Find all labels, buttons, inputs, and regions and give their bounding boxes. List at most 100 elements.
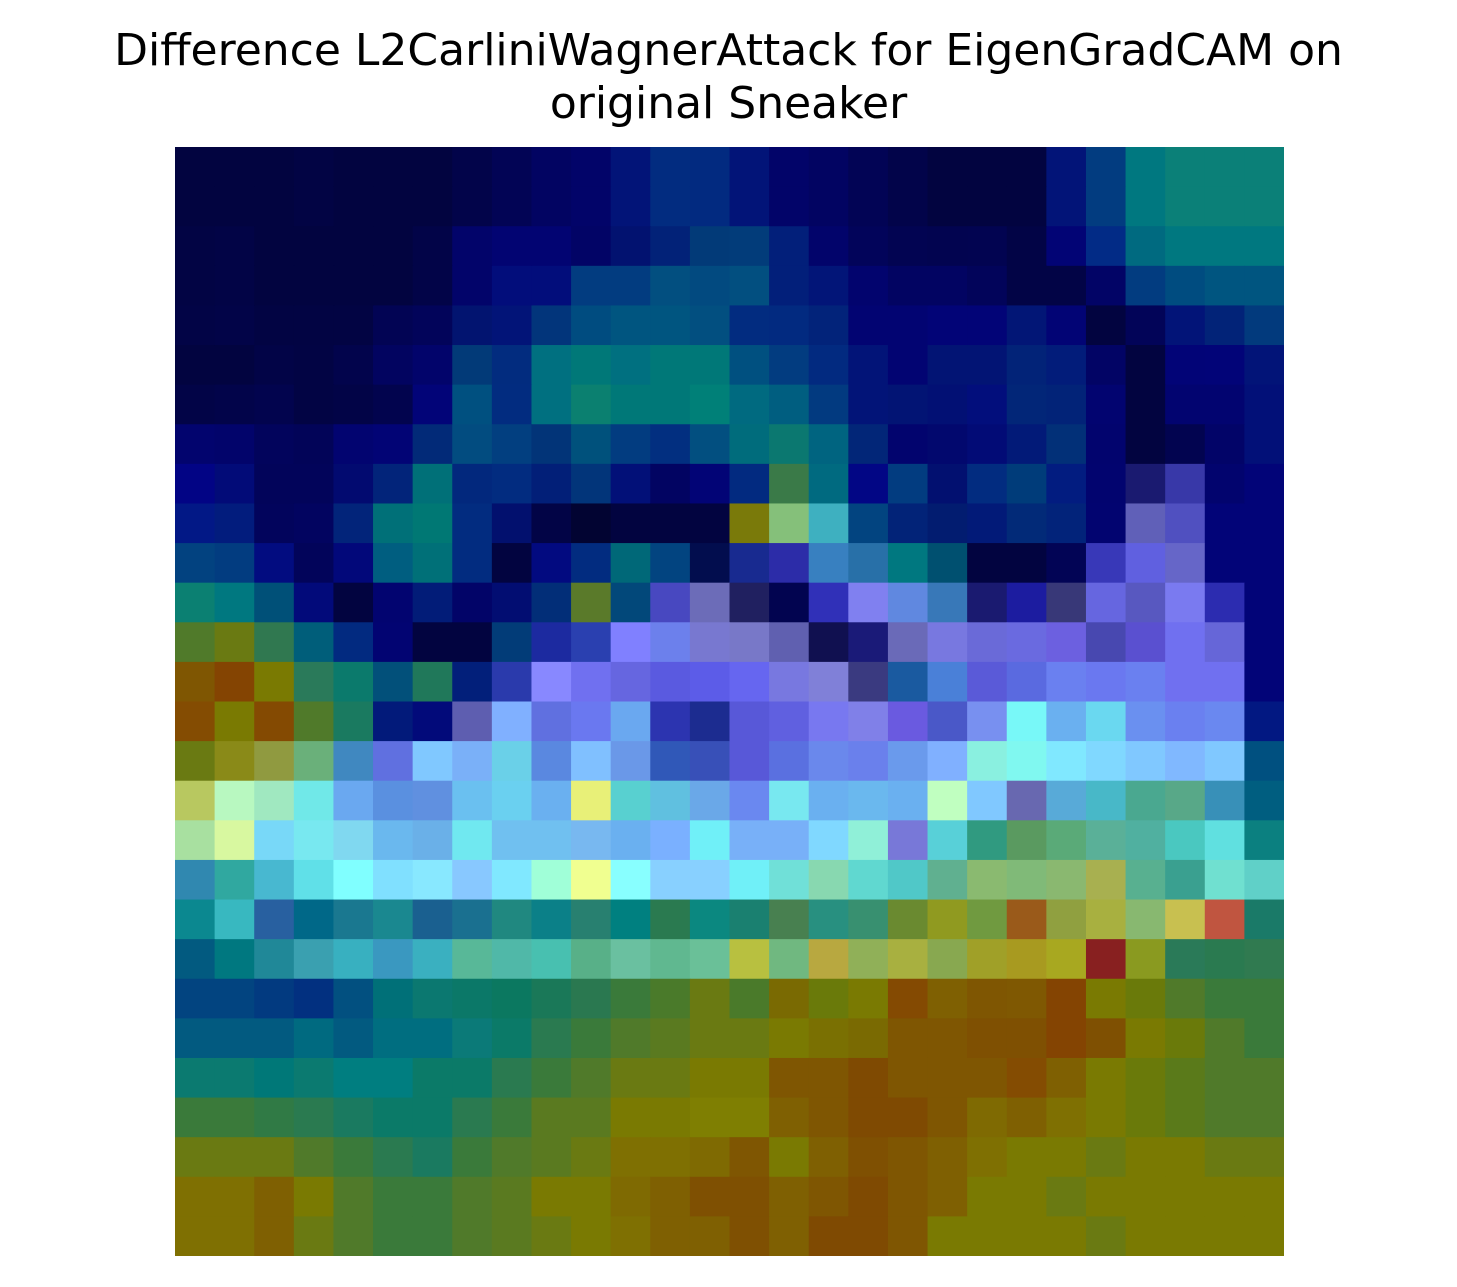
heatmap-cell-r23-c10 <box>571 1057 612 1099</box>
heatmap-cell-r20-c0 <box>175 939 216 980</box>
heatmap-cell-r21-c4 <box>333 978 374 1019</box>
heatmap-cell-r7-c8 <box>491 424 533 465</box>
heatmap-cell-r2-c9 <box>531 226 572 267</box>
heatmap-cell-r25-c25 <box>1165 1137 1206 1178</box>
heatmap-cell-r2-c1 <box>214 226 255 267</box>
heatmap-cell-r2-c19 <box>927 226 968 267</box>
heatmap-cell-r4-c14 <box>729 305 770 346</box>
heatmap-cell-r15-c23 <box>1085 741 1127 782</box>
heatmap-cell-r16-c27 <box>1244 780 1284 821</box>
heatmap-cell-r22-c22 <box>1046 1018 1087 1059</box>
heatmap-cell-r4-c10 <box>571 305 612 346</box>
heatmap-cell-r22-c20 <box>967 1018 1008 1059</box>
heatmap-cell-r14-c9 <box>531 701 572 742</box>
heatmap-cell-r7-c11 <box>610 424 651 465</box>
heatmap-cell-r23-c4 <box>333 1057 374 1099</box>
heatmap-cell-r27-c21 <box>1006 1216 1047 1256</box>
heatmap-cell-r21-c9 <box>531 978 572 1019</box>
heatmap-cell-r13-c19 <box>927 661 968 703</box>
heatmap-cell-r1-c5 <box>373 186 414 227</box>
heatmap-cell-r13-c20 <box>967 661 1008 703</box>
heatmap-cell-r2-c18 <box>887 226 929 267</box>
heatmap-cell-r3-c17 <box>848 265 889 307</box>
heatmap-cell-r24-c20 <box>967 1097 1008 1138</box>
heatmap-cell-r20-c10 <box>571 939 612 980</box>
heatmap-cell-r20-c14 <box>729 939 770 980</box>
heatmap-cell-r11-c22 <box>1046 582 1087 623</box>
heatmap-cell-r27-c7 <box>452 1216 493 1256</box>
heatmap-cell-r9-c16 <box>808 503 849 544</box>
heatmap-cell-r4-c24 <box>1125 305 1166 346</box>
heatmap-cell-r19-c6 <box>412 899 453 940</box>
heatmap-cell-r26-c7 <box>452 1176 493 1217</box>
heatmap-cell-r21-c10 <box>571 978 612 1019</box>
heatmap-cell-r11-c18 <box>887 582 929 623</box>
heatmap-cell-r20-c9 <box>531 939 572 980</box>
heatmap-cell-r16-c18 <box>887 780 929 821</box>
heatmap-cell-r27-c24 <box>1125 1216 1166 1256</box>
heatmap-cell-r23-c5 <box>373 1057 414 1099</box>
heatmap-cell-r20-c15 <box>769 939 810 980</box>
heatmap-cell-r5-c27 <box>1244 345 1284 386</box>
heatmap-cell-r19-c10 <box>571 899 612 940</box>
heatmap-cell-r11-c20 <box>967 582 1008 623</box>
heatmap-cell-r7-c14 <box>729 424 770 465</box>
heatmap-cell-r10-c3 <box>293 543 335 584</box>
heatmap-cell-r14-c26 <box>1204 701 1245 742</box>
heatmap-cell-r0-c9 <box>531 147 572 188</box>
heatmap-cell-r9-c9 <box>531 503 572 544</box>
heatmap-cell-r23-c20 <box>967 1057 1008 1099</box>
heatmap-cell-r5-c6 <box>412 345 453 386</box>
heatmap-cell-r4-c22 <box>1046 305 1087 346</box>
heatmap-cell-r18-c18 <box>887 859 929 901</box>
heatmap-cell-r23-c7 <box>452 1057 493 1099</box>
heatmap-cell-r26-c4 <box>333 1176 374 1217</box>
heatmap-cell-r20-c13 <box>689 939 731 980</box>
heatmap-cell-r11-c3 <box>293 582 335 623</box>
heatmap-cell-r18-c2 <box>254 859 295 901</box>
heatmap-cell-r16-c23 <box>1085 780 1127 821</box>
heatmap-cell-r16-c8 <box>491 780 533 821</box>
heatmap-cell-r23-c9 <box>531 1057 572 1099</box>
heatmap-cell-r10-c17 <box>848 543 889 584</box>
heatmap-cell-r25-c4 <box>333 1137 374 1178</box>
heatmap-cell-r18-c19 <box>927 859 968 901</box>
heatmap-cell-r23-c11 <box>610 1057 651 1099</box>
heatmap-cell-r9-c5 <box>373 503 414 544</box>
heatmap-cell-r24-c16 <box>808 1097 849 1138</box>
heatmap-cell-r4-c9 <box>531 305 572 346</box>
heatmap-cell-r27-c11 <box>610 1216 651 1256</box>
heatmap-cell-r18-c9 <box>531 859 572 901</box>
heatmap-cell-r22-c27 <box>1244 1018 1284 1059</box>
heatmap-cell-r17-c14 <box>729 820 770 861</box>
heatmap-cell-r8-c2 <box>254 463 295 505</box>
heatmap-cell-r12-c11 <box>610 622 651 663</box>
heatmap-cell-r22-c3 <box>293 1018 335 1059</box>
heatmap-cell-r1-c2 <box>254 186 295 227</box>
heatmap-cell-r11-c13 <box>689 582 731 623</box>
heatmap-cell-r15-c24 <box>1125 741 1166 782</box>
heatmap-cell-r0-c14 <box>729 147 770 188</box>
heatmap-cell-r9-c23 <box>1085 503 1127 544</box>
heatmap-cell-r5-c15 <box>769 345 810 386</box>
heatmap-cell-r20-c8 <box>491 939 533 980</box>
heatmap-cell-r0-c0 <box>175 147 216 188</box>
heatmap-cell-r2-c14 <box>729 226 770 267</box>
heatmap-cell-r6-c7 <box>452 384 493 425</box>
heatmap-cell-r15-c21 <box>1006 741 1047 782</box>
heatmap-cell-r13-c4 <box>333 661 374 703</box>
heatmap-cell-r21-c18 <box>887 978 929 1019</box>
heatmap-cell-r23-c16 <box>808 1057 849 1099</box>
heatmap-cell-r23-c3 <box>293 1057 335 1099</box>
heatmap-cell-r22-c16 <box>808 1018 849 1059</box>
heatmap-cell-r26-c22 <box>1046 1176 1087 1217</box>
heatmap-cell-r10-c25 <box>1165 543 1206 584</box>
heatmap-cell-r3-c3 <box>293 265 335 307</box>
heatmap-cell-r22-c11 <box>610 1018 651 1059</box>
heatmap-cell-r7-c16 <box>808 424 849 465</box>
heatmap-cell-r22-c13 <box>689 1018 731 1059</box>
heatmap-cell-r5-c25 <box>1165 345 1206 386</box>
heatmap-cell-r2-c6 <box>412 226 453 267</box>
heatmap-cell-r3-c5 <box>373 265 414 307</box>
heatmap-cell-r20-c11 <box>610 939 651 980</box>
